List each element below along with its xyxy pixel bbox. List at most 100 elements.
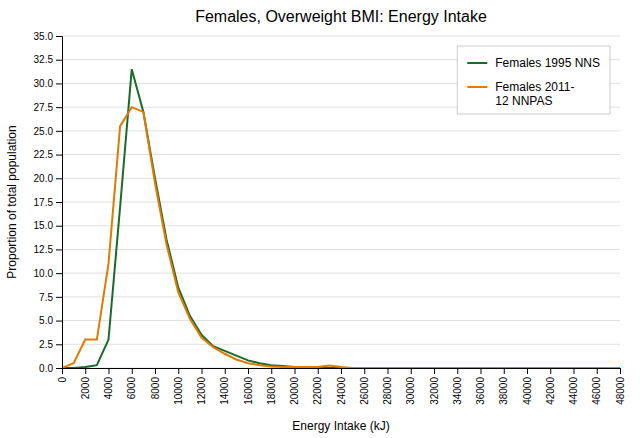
tick-mark [85,368,86,374]
tick: 48000 [615,368,626,405]
tick-label: 5.0 [39,315,53,326]
legend-item: Females 1995 NNS [467,56,600,70]
legend-label: Females 1995 NNS [495,56,600,70]
tick-label: 36000 [475,377,486,405]
tick-label: 18000 [266,377,277,405]
tick-mark [411,368,412,374]
tick-mark [56,36,62,37]
tick-label: 0 [57,377,68,383]
grid-line [62,344,620,345]
tick-label: 0.0 [39,363,53,374]
tick: 20.0 [34,173,62,184]
legend-swatch [467,86,487,88]
tick-label: 25.0 [34,126,54,137]
grid-line [62,320,620,321]
tick-label: 27.5 [34,102,54,113]
tick-mark [481,368,482,374]
tick-label: 48000 [615,377,626,405]
tick-label: 17.5 [34,197,54,208]
tick: 30.0 [34,78,62,89]
tick-label: 30.0 [34,78,54,89]
tick: 0 [57,368,68,383]
tick-label: 7.5 [39,292,53,303]
tick-mark [248,368,249,374]
tick: 12.5 [34,244,62,255]
tick-label: 2.5 [39,339,53,350]
tick-label: 22.5 [34,149,54,160]
tick-mark [434,368,435,374]
tick-label: 8000 [150,377,161,400]
tick: 10000 [173,368,184,405]
tick-mark [56,226,62,227]
x-axis: 0200040006000800010000120001400016000180… [57,368,626,405]
plot: 0200040006000800010000120001400016000180… [34,31,626,405]
chart: 0200040006000800010000120001400016000180… [0,0,640,438]
axis-line [63,369,621,375]
tick-mark [550,368,551,374]
tick-label: 30000 [405,377,416,405]
tick-mark [364,368,365,374]
tick: 14000 [219,368,230,405]
tick: 35.0 [34,31,62,42]
tick-mark [225,368,226,374]
tick: 15.0 [34,220,62,231]
y-axis-label: Proportion of total population [5,125,19,278]
tick-label: 35.0 [34,31,54,42]
legend-label: Females 2011-12 NNPAS [495,80,574,108]
tick-label: 26000 [359,377,370,405]
tick: 20000 [289,368,300,405]
tick-label: 46000 [591,377,602,405]
grid-line [62,273,620,274]
grid-line [62,202,620,203]
tick-mark [341,368,342,374]
tick-label: 34000 [452,377,463,405]
tick-mark [109,368,110,374]
tick: 28000 [382,368,393,405]
tick: 27.5 [34,102,62,113]
tick-mark [56,178,62,179]
tick: 17.5 [34,197,62,208]
tick: 8000 [150,368,161,399]
tick-label: 15.0 [34,220,54,231]
tick: 44000 [568,368,579,405]
tick-mark [457,368,458,374]
tick-mark [56,83,62,84]
tick: 22000 [312,368,323,405]
tick: 22.5 [34,149,62,160]
tick: 30000 [405,368,416,405]
tick-mark [504,368,505,374]
tick: 42000 [545,368,556,405]
tick-label: 22000 [312,377,323,405]
tick-label: 14000 [219,377,230,405]
tick: 34000 [452,368,463,405]
tick: 7.5 [39,292,62,303]
tick-mark [318,368,319,374]
tick: 16000 [243,368,254,405]
tick-mark [295,368,296,374]
tick: 18000 [266,368,277,405]
tick: 2.5 [39,339,62,350]
tick: 25.0 [34,126,62,137]
tick-mark [178,368,179,374]
tick-mark [56,107,62,108]
y-axis: 0.02.55.07.510.012.515.017.520.022.525.0… [34,31,63,374]
grid-line [62,249,620,250]
tick: 32.5 [34,54,62,65]
tick-label: 38000 [498,377,509,405]
tick-mark [132,368,133,374]
tick-label: 20.0 [34,173,54,184]
tick-label: 2000 [80,377,91,400]
grid-line [62,296,620,297]
tick-mark [202,368,203,374]
tick: 24000 [336,368,347,405]
tick-mark [56,273,62,274]
tick-label: 24000 [336,377,347,405]
tick-label: 28000 [382,377,393,405]
tick: 26000 [359,368,370,405]
tick-mark [271,368,272,374]
tick-label: 12.5 [34,244,54,255]
tick-mark [56,202,62,203]
tick: 0.0 [39,363,62,374]
tick-mark [574,368,575,374]
tick: 2000 [80,368,91,399]
